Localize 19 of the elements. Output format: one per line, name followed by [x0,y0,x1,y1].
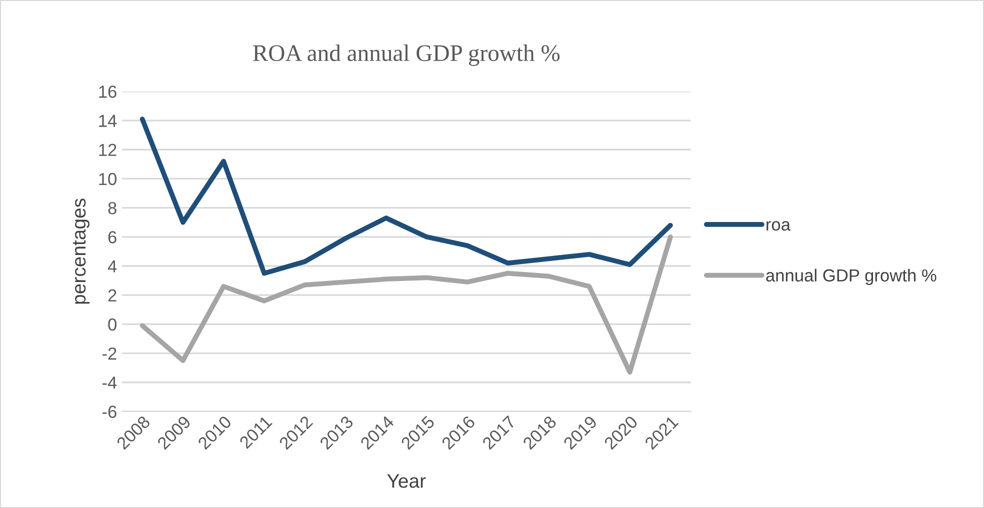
y-tick-label: 12 [99,144,116,156]
chart-title: ROA and annual GDP growth % [253,44,560,66]
y-tick-label: 14 [99,114,117,127]
y-tick-label: 4 [108,260,117,272]
y-tick-label: -4 [102,376,117,389]
y-tick-label: -2 [102,347,116,360]
y-axis-title: percentages [72,198,90,304]
y-tick-label: 8 [108,202,116,214]
x-axis-title: Year [387,474,426,488]
y-tick-label: 0 [108,318,116,331]
legend-label: roa [766,221,791,231]
line-series [140,234,673,375]
line-series [140,116,673,276]
y-tick-label: 16 [99,86,116,98]
y-tick-label: 2 [108,289,116,302]
y-tick-label: 10 [99,172,116,186]
y-tick-label: 6 [108,231,116,244]
legend-label: annual GDP growth % [766,268,936,286]
y-tick-label: -6 [102,406,116,418]
